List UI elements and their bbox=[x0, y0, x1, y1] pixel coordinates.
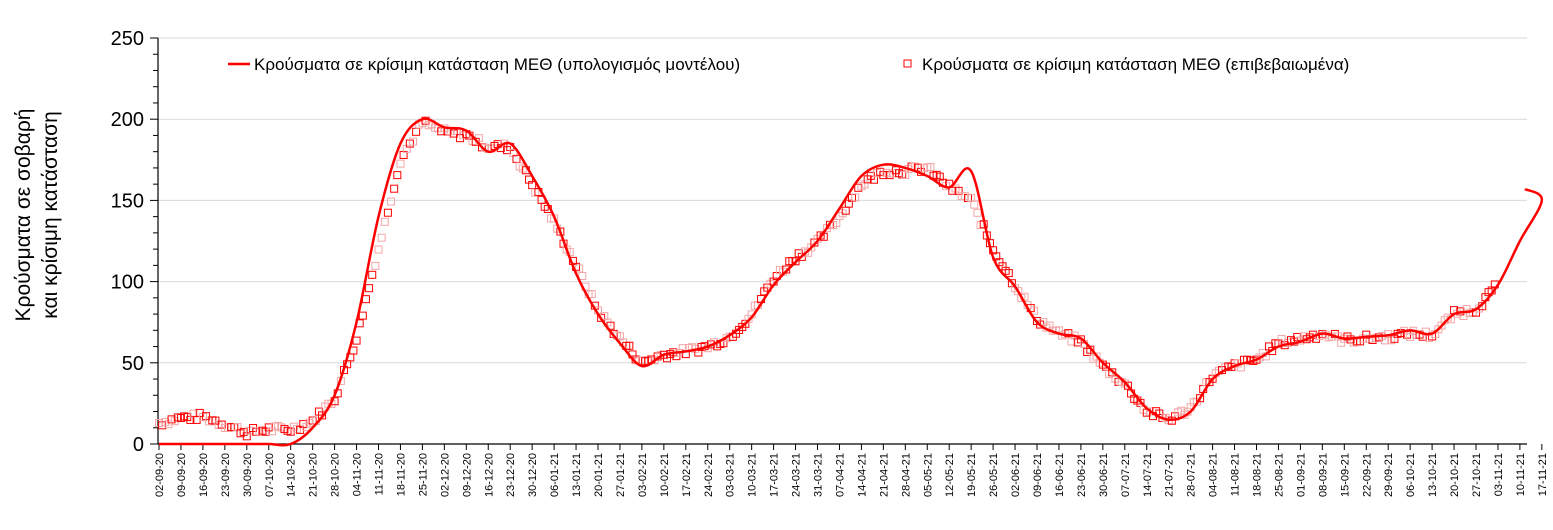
x-tick-label: 16-06-21 bbox=[1054, 453, 1066, 497]
x-tick-label: 10-02-21 bbox=[659, 453, 671, 497]
x-tick-label: 14-04-21 bbox=[856, 453, 868, 497]
x-tick-label: 11-08-21 bbox=[1230, 453, 1242, 496]
x-tick-label: 11-11-20 bbox=[374, 453, 386, 495]
y-axis: 0 50 100 150 200 250 bbox=[111, 28, 159, 456]
x-tick-label: 24-02-21 bbox=[703, 453, 715, 497]
x-tick-label: 21-10-20 bbox=[308, 453, 320, 497]
x-tick-label: 13-01-21 bbox=[571, 453, 583, 497]
x-tick-label: 14-10-20 bbox=[286, 453, 298, 497]
model-line bbox=[159, 117, 1544, 447]
x-tick-label: 07-07-21 bbox=[1120, 453, 1132, 497]
gridlines bbox=[158, 37, 1527, 364]
x-tick-label: 14-07-21 bbox=[1142, 453, 1154, 497]
legend-label-model: Κρούσματα σε κρίσιμη κατάσταση ΜΕΘ (υπολ… bbox=[254, 55, 740, 74]
x-tick-label: 23-06-21 bbox=[1076, 453, 1088, 497]
y-tick-label: 100 bbox=[111, 272, 144, 294]
legend-square-icon bbox=[903, 59, 912, 68]
x-tick-label: 23-09-20 bbox=[220, 453, 232, 497]
x-tick-label: 03-03-21 bbox=[725, 453, 737, 497]
x-tick-label: 08-09-21 bbox=[1317, 453, 1329, 497]
x-tick-label: 13-10-21 bbox=[1427, 453, 1439, 497]
y-tick-label: 50 bbox=[122, 353, 144, 375]
x-axis: 02-09-20 09-09-20 16-09-20 23-09-20 30-09-20… bbox=[154, 443, 1549, 497]
x-tick-label: 06-01-21 bbox=[549, 453, 561, 497]
x-tick-label: 27-01-21 bbox=[615, 453, 627, 497]
x-tick-label: 23-12-20 bbox=[505, 453, 517, 497]
x-tick-label: 19-05-21 bbox=[966, 453, 978, 497]
x-tick-label: 09-06-21 bbox=[1032, 453, 1044, 497]
y-axis-title-line1: Κρούσματα σε σοβαρή bbox=[12, 109, 35, 322]
observed-markers bbox=[155, 116, 1499, 441]
y-tick-label: 0 bbox=[133, 434, 144, 456]
x-tick-label: 20-01-21 bbox=[593, 453, 605, 497]
x-tick-label: 26-05-21 bbox=[988, 453, 1000, 497]
x-tick-label: 16-12-20 bbox=[483, 453, 495, 497]
legend-item-observed: Κρούσματα σε κρίσιμη κατάσταση ΜΕΘ (επιβ… bbox=[903, 55, 1349, 74]
x-tick-label: 17-03-21 bbox=[769, 453, 781, 497]
x-tick-label: 29-09-21 bbox=[1383, 453, 1395, 497]
legend-item-model: Κρούσματα σε κρίσιμη κατάσταση ΜΕΘ (υπολ… bbox=[228, 55, 740, 74]
x-tick-label: 25-11-20 bbox=[417, 453, 429, 496]
x-tick-label: 04-08-21 bbox=[1208, 453, 1220, 497]
x-tick-label: 21-04-21 bbox=[878, 453, 890, 497]
x-tick-label: 28-07-21 bbox=[1186, 453, 1198, 497]
x-tick-label: 30-12-20 bbox=[527, 453, 539, 497]
x-tick-label: 15-09-21 bbox=[1339, 453, 1351, 497]
x-tick-label: 25-08-21 bbox=[1273, 453, 1285, 497]
x-tick-label: 03-11-21 bbox=[1493, 453, 1505, 496]
legend-label-observed: Κρούσματα σε κρίσιμη κατάσταση ΜΕΘ (επιβ… bbox=[922, 55, 1349, 74]
y-tick-label: 150 bbox=[111, 190, 144, 212]
x-tick-label: 03-02-21 bbox=[637, 453, 649, 497]
x-tick-label: 02-12-20 bbox=[439, 453, 451, 497]
x-tick-label: 09-09-20 bbox=[176, 453, 188, 497]
y-axis-title-line2: και κρίσιμη κατάσταση bbox=[39, 111, 62, 319]
x-tick-label: 05-05-21 bbox=[922, 453, 934, 497]
x-tick-label: 28-10-20 bbox=[330, 453, 342, 497]
y-tick-label: 250 bbox=[111, 28, 144, 50]
x-tick-label: 02-06-21 bbox=[1010, 453, 1022, 497]
x-tick-label: 12-05-21 bbox=[944, 453, 956, 497]
x-tick-label: 09-12-20 bbox=[461, 453, 473, 497]
x-tick-label: 22-09-21 bbox=[1361, 453, 1373, 497]
x-tick-label: 17-11-21 bbox=[1537, 453, 1549, 496]
legend: Κρούσματα σε κρίσιμη κατάσταση ΜΕΘ (υπολ… bbox=[228, 55, 1349, 74]
x-tick-label: 20-10-21 bbox=[1449, 453, 1461, 497]
x-tick-label: 31-03-21 bbox=[813, 453, 825, 497]
y-tick-label: 200 bbox=[111, 109, 144, 131]
x-tick-label: 04-11-20 bbox=[352, 453, 364, 496]
x-tick-label: 18-11-20 bbox=[395, 453, 407, 496]
y-axis-title: Κρούσματα σε σοβαρή και κρίσιμη κατάστασ… bbox=[12, 109, 62, 322]
x-tick-label: 02-09-20 bbox=[154, 453, 166, 497]
x-tick-label: 27-10-21 bbox=[1471, 453, 1483, 497]
x-tick-label: 28-04-21 bbox=[900, 453, 912, 497]
x-tick-label: 18-08-21 bbox=[1252, 453, 1264, 497]
x-tick-label: 06-10-21 bbox=[1405, 453, 1417, 497]
x-tick-label: 30-06-21 bbox=[1098, 453, 1110, 497]
x-tick-label: 16-09-20 bbox=[198, 453, 210, 497]
x-tick-label: 01-09-21 bbox=[1295, 453, 1307, 497]
x-tick-label: 07-10-20 bbox=[264, 453, 276, 497]
x-tick-label: 21-07-21 bbox=[1164, 453, 1176, 497]
x-tick-label: 30-09-20 bbox=[242, 453, 254, 497]
x-tick-label: 07-04-21 bbox=[834, 453, 846, 497]
x-tick-label: 24-03-21 bbox=[791, 453, 803, 497]
x-tick-label: 10-03-21 bbox=[747, 453, 759, 497]
x-tick-label: 17-02-21 bbox=[681, 453, 693, 497]
x-tick-label: 10-11-21 bbox=[1515, 453, 1527, 496]
